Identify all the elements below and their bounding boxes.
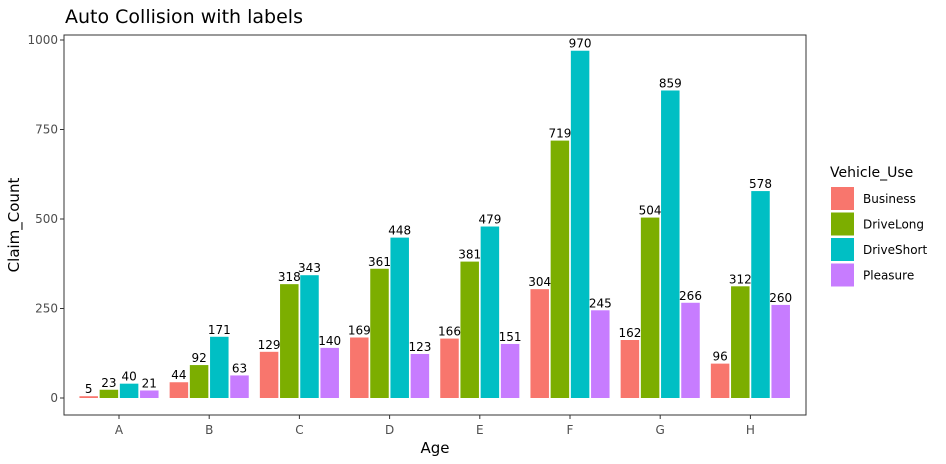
bar <box>731 286 750 398</box>
data-label: 140 <box>318 334 341 348</box>
legend: Vehicle_Use Business DriveLong DriveShort P… <box>830 165 927 287</box>
data-label: 21 <box>142 376 157 390</box>
y-tick-label: 750 <box>35 123 58 137</box>
bar <box>99 389 119 398</box>
y-tick-label: 0 <box>50 391 58 405</box>
x-axis-title: Age <box>420 439 449 457</box>
bar <box>280 284 299 398</box>
y-tick-label: 1000 <box>27 33 58 47</box>
bar <box>570 50 590 399</box>
bar <box>661 90 680 398</box>
bar <box>300 275 319 398</box>
x-tick-label: G <box>656 423 665 437</box>
data-label: 266 <box>679 289 702 303</box>
bar <box>79 396 98 398</box>
data-label: 479 <box>478 213 501 227</box>
data-label: 343 <box>298 261 321 275</box>
data-label: 96 <box>712 350 727 364</box>
x-axis: A B C D E F G H <box>115 415 755 437</box>
data-label: 169 <box>348 323 371 337</box>
bar <box>620 340 640 398</box>
legend-label: DriveLong <box>863 218 924 232</box>
x-tick-label: B <box>205 423 213 437</box>
data-label: 312 <box>729 272 752 286</box>
x-tick-label: A <box>115 423 124 437</box>
data-label: 719 <box>548 127 571 141</box>
chart-title: Auto Collision with labels <box>65 6 303 28</box>
legend-swatch <box>831 263 854 287</box>
data-label: 245 <box>589 296 612 310</box>
bar <box>440 338 459 398</box>
bar <box>370 268 389 398</box>
data-label: 504 <box>639 204 662 218</box>
legend-label: DriveShort <box>863 243 927 257</box>
bar <box>480 226 500 398</box>
bar <box>119 383 139 398</box>
bar <box>591 310 610 398</box>
data-label: 970 <box>569 37 592 51</box>
bar <box>259 351 279 398</box>
bar <box>771 304 790 398</box>
legend-label: Pleasure <box>863 269 914 283</box>
data-label: 92 <box>191 351 206 365</box>
data-label: 23 <box>101 376 116 390</box>
data-label: 40 <box>121 370 136 384</box>
data-label: 44 <box>171 368 186 382</box>
bar <box>500 343 520 398</box>
data-label: 578 <box>749 177 772 191</box>
data-labels-group: 5 44 129 169 166 304 162 96 23 92 318 361 381 719 504 3… <box>85 37 792 396</box>
bar <box>390 237 409 398</box>
y-axis-title: Claim_Count <box>5 178 24 273</box>
bar <box>640 217 660 398</box>
bar <box>530 289 549 398</box>
bar <box>350 337 369 398</box>
bar <box>230 375 249 398</box>
data-label: 63 <box>232 361 247 375</box>
x-tick-label: H <box>746 423 755 437</box>
bar <box>189 365 209 398</box>
legend-swatch <box>831 187 854 210</box>
bar <box>210 336 229 398</box>
legend-label: Business <box>863 192 916 206</box>
data-label: 162 <box>618 326 641 340</box>
data-label: 304 <box>528 275 551 289</box>
bars-group <box>79 50 790 399</box>
data-label: 5 <box>85 382 93 396</box>
data-label: 318 <box>278 270 301 284</box>
bar <box>681 302 700 398</box>
data-label: 448 <box>388 224 411 238</box>
x-tick-label: C <box>295 423 303 437</box>
data-label: 361 <box>368 255 391 269</box>
bar <box>550 140 570 398</box>
bar <box>410 353 430 398</box>
bar <box>460 261 479 398</box>
bar <box>710 363 730 398</box>
data-label: 129 <box>258 338 281 352</box>
y-axis: 0 250 500 750 1000 <box>27 33 64 405</box>
data-label: 123 <box>408 340 431 354</box>
x-tick-label: D <box>385 423 394 437</box>
legend-swatch <box>831 238 854 261</box>
data-label: 151 <box>499 330 522 344</box>
data-label: 171 <box>208 323 231 337</box>
data-label: 166 <box>438 325 461 339</box>
y-tick-label: 250 <box>35 302 58 316</box>
data-label: 859 <box>659 76 682 90</box>
data-label: 381 <box>458 248 481 262</box>
y-tick-label: 500 <box>35 212 58 226</box>
legend-title: Vehicle_Use <box>830 165 913 181</box>
x-tick-label: E <box>476 423 484 437</box>
bar <box>320 347 339 398</box>
bar <box>169 382 189 398</box>
data-label: 260 <box>769 291 792 305</box>
legend-swatch <box>831 212 854 236</box>
x-tick-label: F <box>567 423 574 437</box>
bar <box>140 390 159 398</box>
bar <box>751 191 770 398</box>
